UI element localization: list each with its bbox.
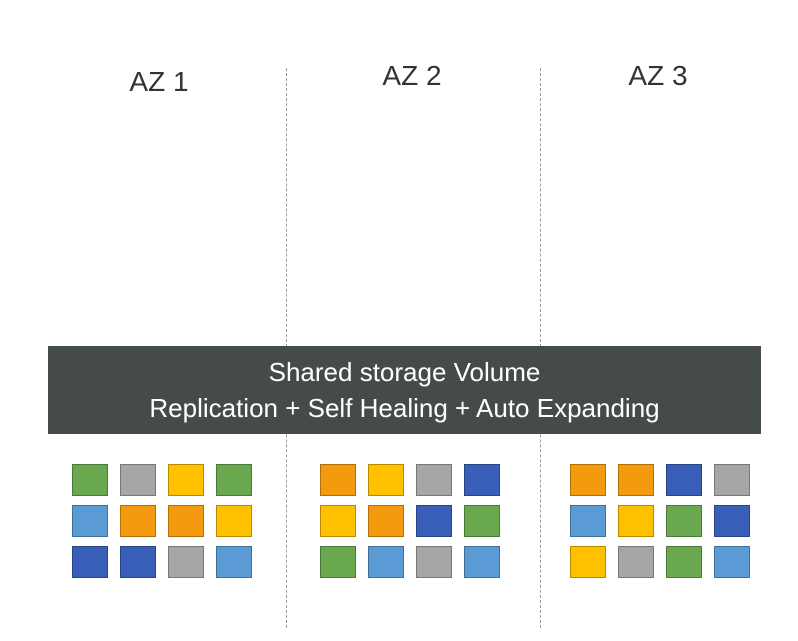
storage-block-yellow <box>368 464 404 496</box>
storage-blocks-az-2 <box>320 464 500 578</box>
az-2-label: AZ 2 <box>382 60 442 91</box>
storage-block-orange <box>168 505 204 537</box>
storage-block-gray <box>416 546 452 578</box>
storage-block-lightblue <box>216 546 252 578</box>
storage-block-gray <box>714 464 750 496</box>
storage-block-orange <box>368 505 404 537</box>
storage-block-orange <box>120 505 156 537</box>
storage-features: Replication + Self Healing + Auto Expand… <box>149 393 660 423</box>
storage-block-darkblue <box>72 546 108 578</box>
az-1-label: AZ 1 <box>129 66 189 97</box>
storage-block-yellow <box>168 464 204 496</box>
storage-block-green <box>666 546 702 578</box>
storage-block-darkblue <box>120 546 156 578</box>
storage-block-gray <box>618 546 654 578</box>
storage-block-yellow <box>320 505 356 537</box>
storage-block-green <box>464 505 500 537</box>
storage-block-yellow <box>570 546 606 578</box>
storage-block-yellow <box>216 505 252 537</box>
storage-block-darkblue <box>714 505 750 537</box>
storage-block-lightblue <box>464 546 500 578</box>
storage-block-green <box>320 546 356 578</box>
storage-block-orange <box>618 464 654 496</box>
az-3-label: AZ 3 <box>628 60 688 91</box>
storage-title: Shared storage Volume <box>268 357 541 387</box>
storage-block-orange <box>320 464 356 496</box>
storage-block-yellow <box>618 505 654 537</box>
storage-block-lightblue <box>72 505 108 537</box>
storage-block-gray <box>120 464 156 496</box>
storage-block-green <box>72 464 108 496</box>
storage-block-green <box>666 505 702 537</box>
storage-block-darkblue <box>464 464 500 496</box>
storage-block-gray <box>168 546 204 578</box>
storage-block-darkblue <box>416 505 452 537</box>
storage-block-green <box>216 464 252 496</box>
storage-blocks-az-3 <box>570 464 750 578</box>
shared-storage-volume-bar: Shared storage Volume Replication + Self… <box>48 346 761 434</box>
storage-blocks-az-1 <box>72 464 252 578</box>
storage-block-orange <box>570 464 606 496</box>
storage-block-gray <box>416 464 452 496</box>
storage-block-darkblue <box>666 464 702 496</box>
storage-block-lightblue <box>570 505 606 537</box>
storage-block-lightblue <box>714 546 750 578</box>
storage-block-lightblue <box>368 546 404 578</box>
